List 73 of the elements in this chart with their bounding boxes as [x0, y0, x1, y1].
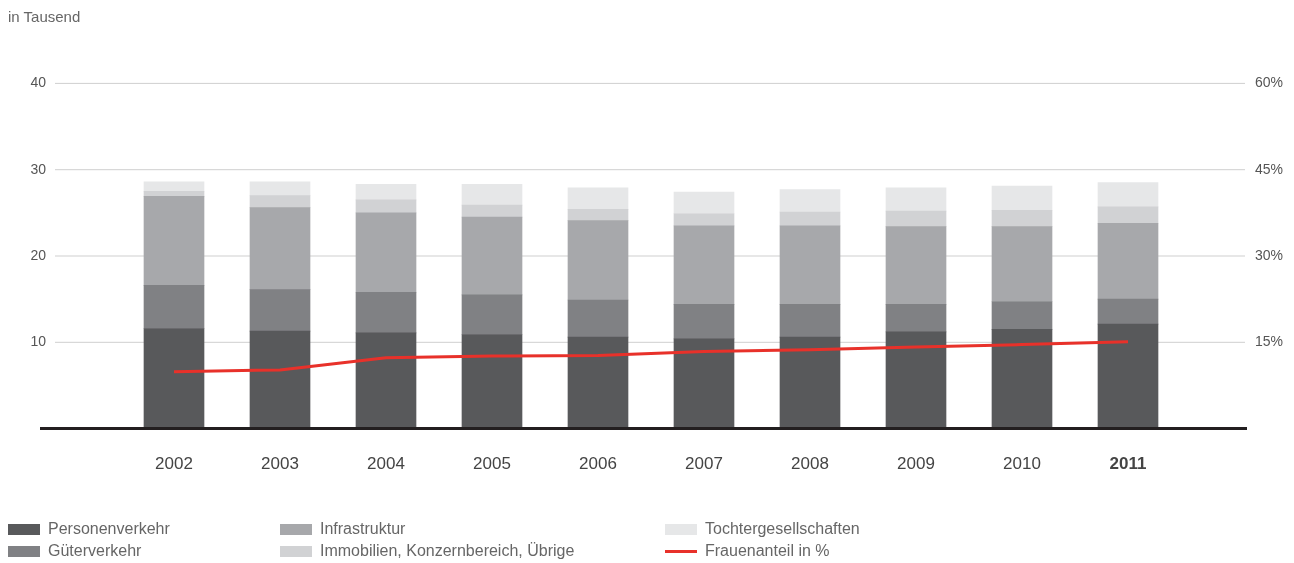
bar: [249, 181, 311, 196]
y-tick-label: 30: [30, 160, 47, 177]
bar: [991, 226, 1053, 303]
bar: [355, 184, 417, 201]
bar: [143, 181, 205, 192]
legend-label: Personenverkehr: [48, 520, 170, 538]
x-tick-label: 2009: [897, 454, 935, 474]
x-tick-label: 2008: [791, 454, 829, 474]
bar: [355, 291, 417, 334]
legend-label: Immobilien, Konzernbereich, Übrige: [320, 542, 575, 560]
bar: [673, 304, 735, 340]
y-axis-title: in Tausend: [8, 7, 81, 25]
bar: [991, 301, 1053, 330]
bar: [779, 225, 841, 305]
bar: [461, 334, 523, 429]
x-tick-label: 2010: [1003, 454, 1041, 474]
bar: [355, 212, 417, 293]
bar: [1097, 206, 1159, 224]
bar: [143, 328, 205, 429]
bar: [355, 332, 417, 429]
bar: [779, 189, 841, 213]
bar: [779, 336, 841, 429]
bar: [567, 299, 629, 338]
x-tick-label: 2011: [1109, 454, 1147, 474]
bar: [779, 304, 841, 338]
x-tick-label: 2007: [685, 454, 723, 474]
bar: [1097, 182, 1159, 208]
bar: [991, 209, 1053, 227]
bar: [885, 304, 947, 333]
bar: [567, 336, 629, 429]
bar: [885, 331, 947, 429]
bar: [673, 338, 735, 429]
bar: [249, 289, 311, 332]
bar: [143, 196, 205, 286]
legend-label: Infrastruktur: [320, 520, 406, 538]
bar: [673, 225, 735, 305]
x-tick-label: 2003: [261, 454, 299, 474]
x-tick-label: 2004: [367, 454, 405, 474]
legend-label: Tochtergesellschaften: [705, 520, 860, 538]
bar: [355, 199, 417, 214]
bar: [249, 330, 311, 429]
bar: [461, 204, 523, 218]
bar: [567, 209, 629, 221]
bar: [885, 187, 947, 212]
x-tick-label: 2006: [579, 454, 617, 474]
bar: [143, 285, 205, 329]
bar: [249, 195, 311, 208]
y2-tick-label: 45%: [1255, 160, 1284, 177]
bar: [673, 213, 735, 227]
y2-tick-label: 30%: [1255, 246, 1284, 263]
x-tick-label: 2002: [155, 454, 193, 474]
y-tick-label: 20: [30, 246, 47, 263]
bar: [885, 226, 947, 305]
bar: [885, 210, 947, 227]
y2-tick-label: 15%: [1255, 333, 1284, 350]
bar: [461, 216, 523, 296]
bar: [1097, 222, 1159, 300]
bar: [567, 220, 629, 301]
x-tick-label: 2005: [473, 454, 511, 474]
bar: [1097, 323, 1159, 429]
legend-label: Frauenanteil in %: [705, 542, 830, 560]
bar: [991, 185, 1053, 211]
bar: [461, 184, 523, 206]
y-tick-label: 10: [30, 333, 47, 350]
bar: [567, 187, 629, 210]
bar: [991, 329, 1053, 429]
y-tick-label: 40: [30, 74, 47, 91]
legend-label: Güterverkehr: [48, 542, 142, 560]
bar: [1097, 298, 1159, 325]
bar: [673, 191, 735, 215]
bar: [249, 207, 311, 290]
y2-tick-label: 60%: [1255, 74, 1284, 91]
bar: [461, 294, 523, 335]
